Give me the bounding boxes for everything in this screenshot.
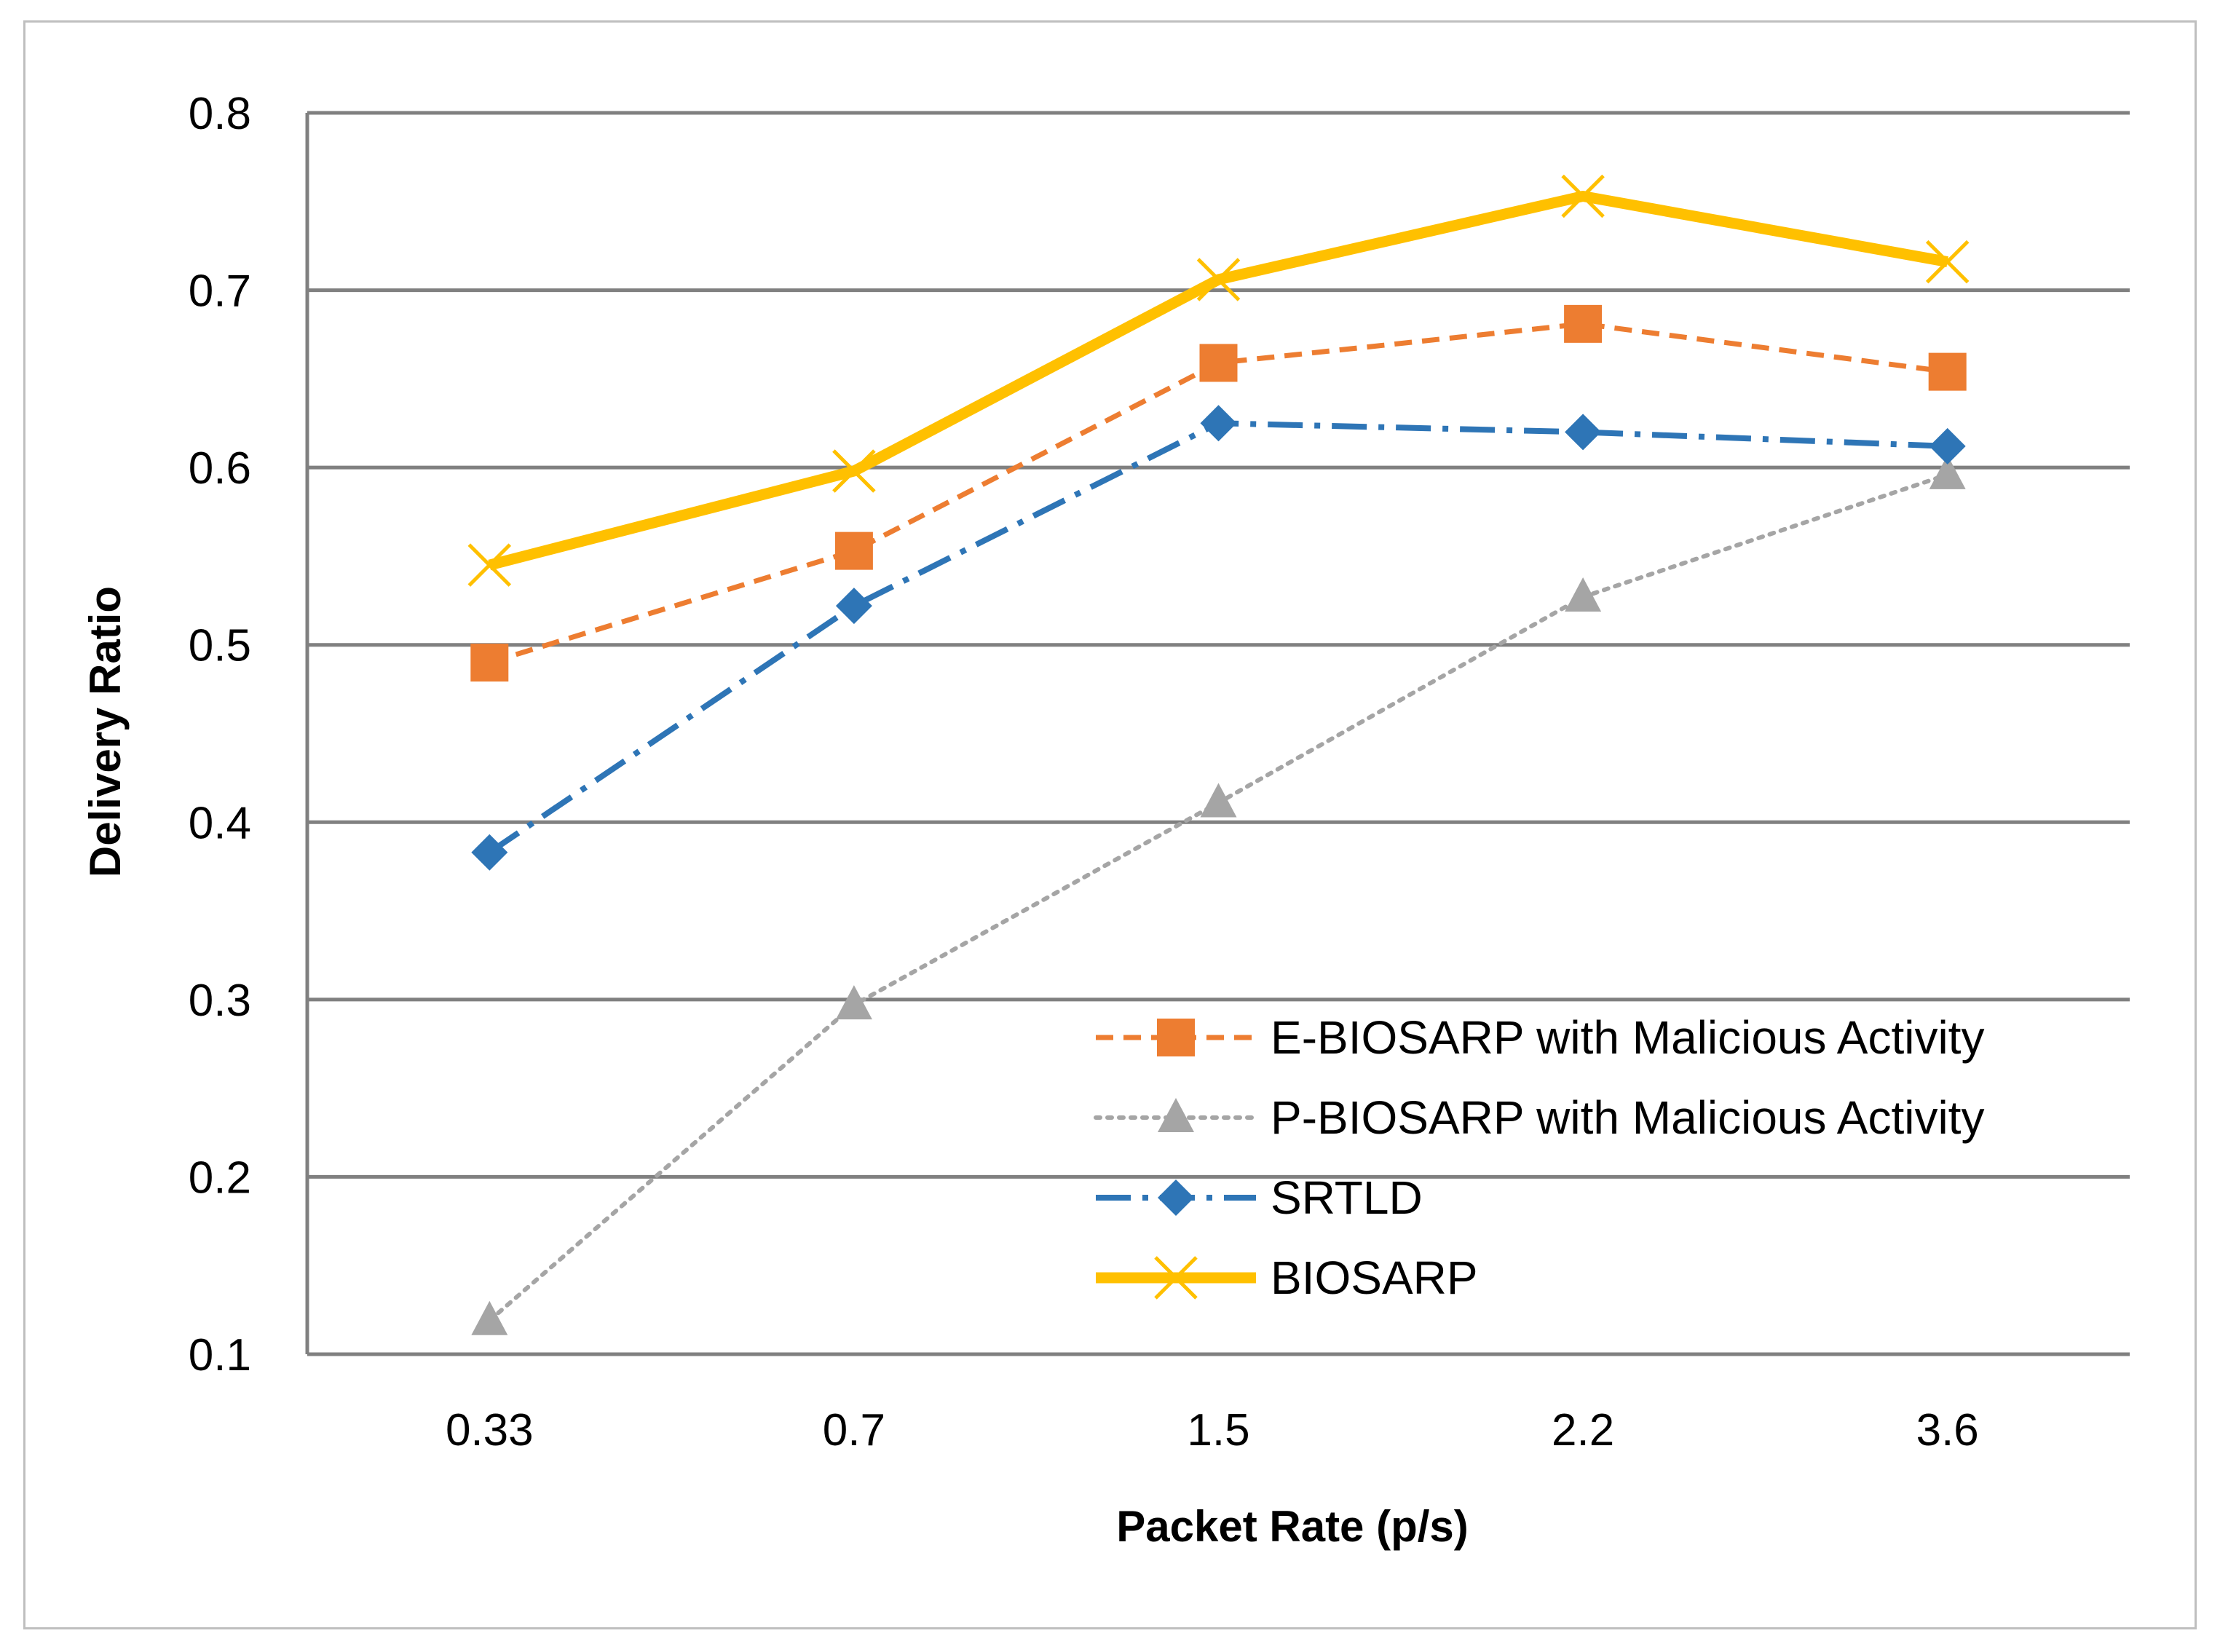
data-point xyxy=(832,449,876,493)
legend-label: P-BIOSARP with Malicious Activity xyxy=(1271,1091,1984,1144)
data-point xyxy=(1929,427,1966,465)
legend-label: BIOSARP xyxy=(1271,1252,1478,1304)
x-axis-ticks: 0.33 0.7 1.5 2.2 3.6 xyxy=(446,1405,1979,1455)
data-point xyxy=(835,985,872,1020)
x-axis-title: Packet Rate (p/s) xyxy=(1116,1502,1469,1551)
data-point xyxy=(1200,783,1237,818)
y-tick-label: 0.2 xyxy=(189,1153,251,1203)
legend-swatch-marker xyxy=(1157,1019,1195,1056)
data-point xyxy=(467,543,512,587)
data-point xyxy=(471,1300,508,1335)
series-line xyxy=(487,472,1950,1323)
data-point xyxy=(1196,258,1241,301)
marker-stroke xyxy=(832,449,876,493)
data-point xyxy=(1928,352,1967,391)
legend-item-e-biosarp-with-malicious-activity: E-BIOSARP with Malicious Activity xyxy=(1096,1011,1984,1064)
data-point xyxy=(1565,577,1602,612)
marker-stroke xyxy=(1561,174,1605,218)
x-tick-label: 1.5 xyxy=(1187,1405,1249,1455)
legend-swatch-marker xyxy=(1158,1098,1194,1132)
data-point xyxy=(470,644,509,682)
marker-stroke xyxy=(1154,1256,1198,1300)
y-tick-label: 0.1 xyxy=(189,1330,251,1380)
data-point xyxy=(1564,304,1603,343)
legend-item-p-biosarp-with-malicious-activity: P-BIOSARP with Malicious Activity xyxy=(1094,1091,1984,1144)
x-tick-label: 2.2 xyxy=(1552,1405,1614,1455)
y-axis-title: Delivery Ratio xyxy=(81,586,130,877)
y-tick-label: 0.3 xyxy=(189,976,251,1026)
data-point xyxy=(1925,240,1970,284)
y-tick-label: 0.4 xyxy=(189,798,251,848)
y-tick-label: 0.6 xyxy=(189,443,251,494)
x-tick-label: 3.6 xyxy=(1916,1405,1979,1455)
legend-swatch-marker xyxy=(1154,1256,1198,1300)
y-axis-ticks: 0.1 0.2 0.3 0.4 0.5 0.6 0.7 0.8 xyxy=(189,89,251,1380)
y-tick-label: 0.5 xyxy=(189,621,251,671)
marker-stroke xyxy=(1196,258,1241,301)
legend: E-BIOSARP with Malicious Activity P-BIOSA… xyxy=(1094,1011,1984,1304)
legend-label: SRTLD xyxy=(1271,1171,1423,1224)
series-e-biosarp-with-malicious-activity xyxy=(470,304,1967,682)
legend-label: E-BIOSARP with Malicious Activity xyxy=(1271,1011,1984,1064)
data-point xyxy=(1561,174,1605,218)
x-tick-label: 0.7 xyxy=(823,1405,885,1455)
data-point xyxy=(471,834,508,871)
marker-stroke xyxy=(467,543,512,587)
legend-item-srtld: SRTLD xyxy=(1096,1171,1423,1224)
data-point xyxy=(835,588,872,625)
data-point xyxy=(1565,414,1602,451)
series-group xyxy=(467,174,1970,1335)
legend-swatch-marker xyxy=(1158,1179,1194,1216)
series-biosarp xyxy=(467,174,1970,587)
data-point xyxy=(1200,405,1237,442)
marker-stroke xyxy=(1925,240,1970,284)
data-point xyxy=(834,531,873,570)
gridlines xyxy=(305,111,2130,1356)
x-tick-label: 0.33 xyxy=(446,1405,534,1455)
data-point xyxy=(1929,454,1966,489)
series-p-biosarp-with-malicious-activity xyxy=(471,454,1966,1335)
legend-item-biosarp: BIOSARP xyxy=(1096,1252,1478,1304)
y-tick-label: 0.7 xyxy=(189,266,251,317)
series-srtld xyxy=(471,405,1966,871)
data-point xyxy=(1199,344,1238,382)
y-tick-label: 0.8 xyxy=(189,89,251,139)
